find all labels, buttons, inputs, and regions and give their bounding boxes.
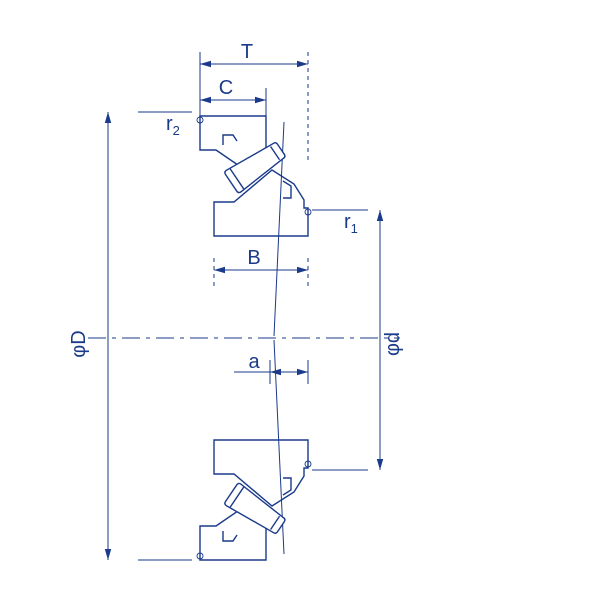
arrowhead — [297, 369, 308, 375]
arrowhead — [377, 459, 383, 470]
roller-top — [224, 138, 288, 193]
inner-ring-top — [214, 170, 308, 236]
roller-bot — [224, 482, 288, 537]
arrowhead — [255, 97, 266, 103]
inner-ring-bot — [214, 440, 308, 506]
dim-C-label: C — [219, 77, 233, 99]
arrowhead — [200, 61, 211, 67]
arrowhead — [105, 549, 111, 560]
dim-a-label: a — [248, 351, 260, 373]
dim-d-label: φd — [382, 332, 404, 356]
arrowhead — [297, 267, 308, 273]
dim-B-label: B — [247, 247, 260, 269]
arrowhead — [377, 210, 383, 221]
bearing-diagram: φD φd TC Ba r1 r2 — [0, 0, 600, 600]
dim-T-label: T — [241, 41, 253, 63]
dim-D-label: φD — [68, 330, 90, 357]
arrowhead — [200, 97, 211, 103]
label-r1: r1 — [344, 211, 358, 236]
arrowhead — [297, 61, 308, 67]
label-r2: r2 — [166, 113, 180, 138]
arrowhead — [214, 267, 225, 273]
arrowhead — [105, 112, 111, 123]
